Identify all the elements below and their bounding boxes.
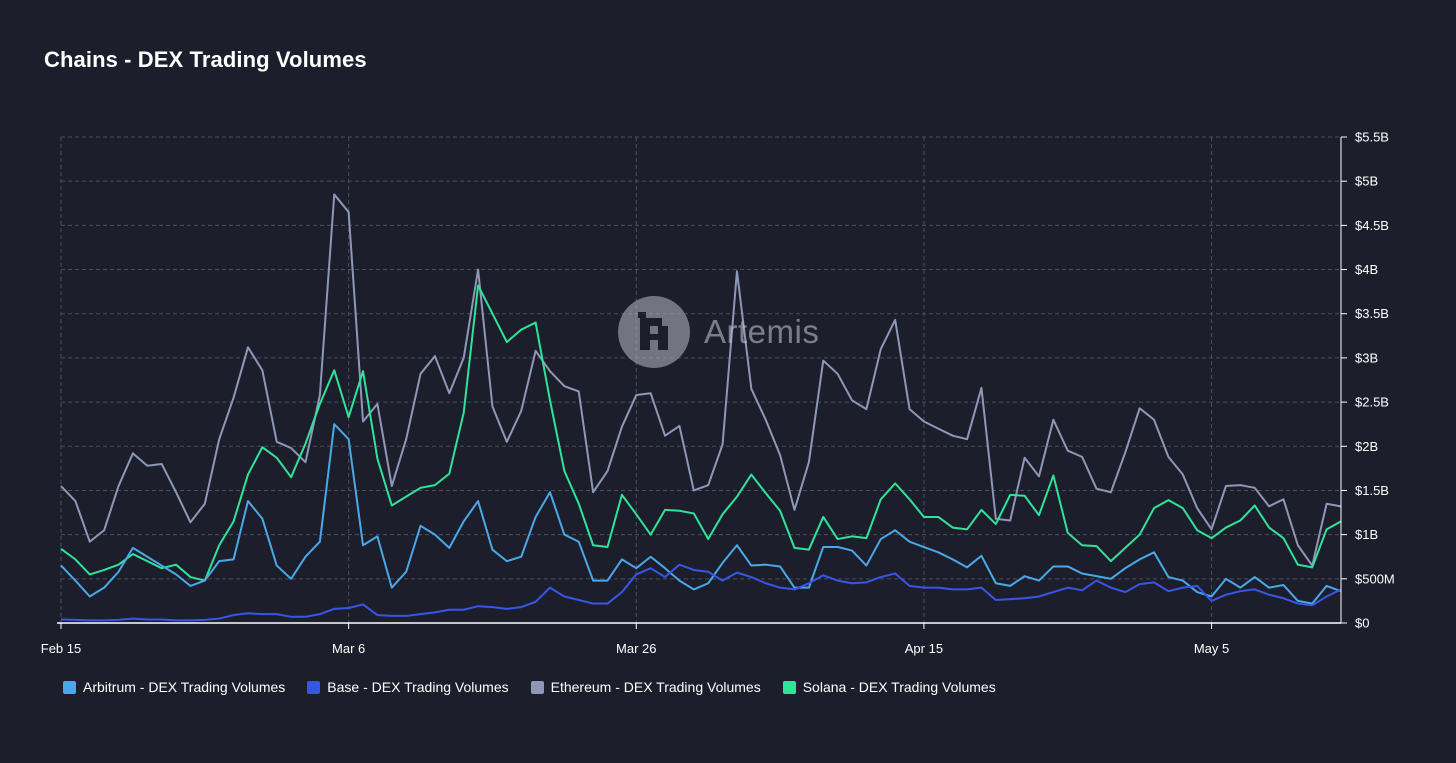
y-tick-label: $1B — [1355, 527, 1378, 542]
y-tick-label: $3B — [1355, 350, 1378, 365]
legend-item-solana[interactable]: Solana - DEX Trading Volumes — [782, 679, 996, 695]
grid-layer — [60, 136, 1341, 623]
legend-label: Solana - DEX Trading Volumes — [802, 679, 996, 695]
series-layer — [60, 193, 1342, 622]
legend-item-ethereum[interactable]: Ethereum - DEX Trading Volumes — [530, 679, 761, 695]
legend-label: Base - DEX Trading Volumes — [327, 679, 509, 695]
series-line-ethereum — [60, 193, 1342, 567]
watermark-text: Artemis — [704, 313, 820, 350]
x-tick-label: Apr 15 — [905, 641, 943, 656]
y-tick-label: $3.5B — [1355, 306, 1389, 321]
legend-swatch — [530, 680, 544, 694]
axis-layer: $0 $500M $1B $1.5B $2B $2.5B $3B $3.5B $4B $4.5B $… — [41, 130, 1395, 657]
y-tick-label: $500M — [1355, 571, 1395, 586]
chart-title: Chains - DEX Trading Volumes — [44, 47, 367, 72]
legend-label: Ethereum - DEX Trading Volumes — [550, 679, 761, 695]
legend-swatch — [63, 680, 76, 694]
y-tick-label: $5.5B — [1355, 130, 1389, 145]
x-tick-label: May 5 — [1194, 641, 1229, 656]
legend-item-base[interactable]: Base - DEX Trading Volumes — [307, 679, 509, 695]
y-tick-label: $1.5B — [1355, 483, 1389, 498]
legend-swatch — [782, 680, 796, 694]
legend-item-arbitrum[interactable]: Arbitrum - DEX Trading Volumes — [63, 679, 285, 695]
y-tick-label: $2.5B — [1355, 395, 1389, 410]
y-tick-label: $4B — [1355, 262, 1378, 277]
legend-swatch — [307, 680, 321, 694]
series-line-base — [60, 563, 1342, 622]
legend: Arbitrum - DEX Trading Volumes Base - DE… — [63, 679, 996, 695]
series-line-solana — [60, 284, 1342, 582]
y-tick-label: $4.5B — [1355, 218, 1389, 233]
artemis-logo-icon — [618, 296, 690, 368]
y-tick-label: $5B — [1355, 174, 1378, 189]
x-tick-label: Feb 15 — [41, 641, 81, 656]
watermark: Artemis — [618, 296, 819, 368]
y-tick-label: $0 — [1355, 616, 1369, 631]
y-tick-label: $2B — [1355, 439, 1378, 454]
legend-label: Arbitrum - DEX Trading Volumes — [83, 679, 286, 695]
x-tick-label: Mar 6 — [332, 641, 365, 656]
x-tick-label: Mar 26 — [616, 641, 656, 656]
series-line-arbitrum — [60, 423, 1342, 605]
